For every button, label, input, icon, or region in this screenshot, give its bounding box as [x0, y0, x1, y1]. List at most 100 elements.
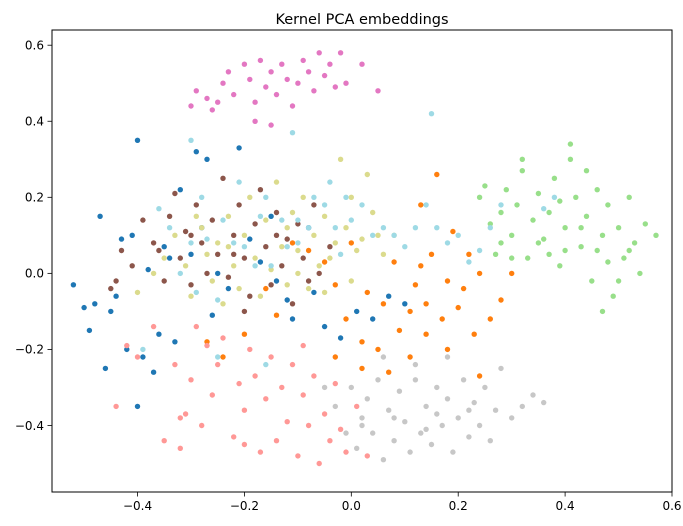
data-point	[599, 232, 606, 238]
data-point	[530, 392, 536, 398]
data-point	[199, 240, 205, 246]
data-point	[241, 331, 248, 337]
data-point	[177, 445, 183, 451]
data-point	[268, 354, 274, 360]
data-point	[327, 255, 333, 261]
data-point	[642, 221, 648, 227]
data-point	[594, 187, 600, 193]
data-point	[476, 422, 483, 429]
data-point	[279, 244, 285, 250]
data-point	[108, 308, 114, 315]
data-point	[113, 293, 119, 299]
data-point	[305, 247, 312, 254]
data-point	[509, 415, 515, 421]
data-point	[231, 232, 237, 238]
data-point	[418, 202, 424, 208]
data-point	[332, 354, 338, 360]
data-point	[359, 365, 365, 372]
data-point	[434, 171, 440, 178]
data-point	[247, 293, 253, 299]
data-point	[305, 285, 312, 292]
data-point	[375, 88, 381, 94]
data-point	[225, 244, 232, 250]
data-point	[268, 69, 274, 75]
data-point	[263, 244, 269, 250]
data-point	[594, 247, 600, 254]
data-point	[284, 419, 290, 425]
data-point	[364, 396, 370, 402]
data-point	[450, 228, 456, 235]
data-point	[332, 282, 338, 288]
data-point	[263, 194, 269, 200]
data-point	[492, 407, 499, 413]
data-point	[300, 342, 306, 349]
y-tick-label: 0.0	[25, 267, 44, 281]
data-point	[268, 122, 274, 128]
data-point	[273, 179, 280, 185]
data-point	[284, 225, 290, 231]
data-point	[444, 240, 451, 246]
data-point	[359, 422, 365, 429]
data-point	[396, 327, 403, 334]
data-point	[621, 255, 627, 261]
data-point	[482, 384, 488, 391]
data-point	[316, 460, 322, 467]
data-point	[268, 263, 274, 269]
data-point	[268, 282, 274, 288]
data-point	[295, 270, 301, 277]
data-point	[177, 255, 183, 261]
data-point	[541, 236, 547, 242]
data-point	[327, 438, 333, 444]
data-point	[204, 339, 210, 345]
data-point	[311, 289, 317, 296]
data-point	[305, 69, 312, 75]
data-point	[348, 240, 354, 246]
data-point	[231, 263, 237, 269]
data-point	[418, 263, 424, 269]
data-point	[279, 217, 285, 223]
data-point	[321, 259, 328, 265]
data-point	[386, 407, 392, 413]
data-point	[546, 251, 552, 257]
data-point	[279, 263, 285, 269]
chart-title: Kernel PCA embeddings	[275, 12, 448, 28]
data-point	[321, 202, 328, 208]
data-point	[204, 342, 210, 349]
data-point	[289, 103, 296, 109]
data-point	[407, 354, 413, 360]
data-point	[289, 361, 296, 368]
data-point	[535, 240, 542, 246]
data-point	[380, 354, 387, 360]
data-point	[273, 278, 280, 284]
data-point	[295, 80, 301, 86]
data-point	[439, 422, 445, 429]
data-point	[444, 354, 451, 360]
data-point	[295, 240, 301, 246]
data-point	[370, 209, 376, 216]
data-point	[257, 213, 264, 219]
data-point	[455, 415, 461, 421]
data-point	[605, 202, 611, 208]
data-point	[295, 221, 301, 227]
data-point	[444, 396, 451, 402]
data-point	[311, 88, 317, 94]
data-point	[268, 213, 274, 219]
data-point	[182, 263, 189, 269]
data-point	[514, 202, 520, 208]
data-point	[631, 240, 638, 246]
data-point	[343, 449, 349, 455]
data-point	[124, 346, 130, 353]
data-point	[172, 190, 178, 197]
data-point	[161, 244, 167, 250]
data-point	[134, 289, 141, 296]
data-point	[188, 103, 194, 109]
data-point	[380, 301, 387, 307]
data-point	[482, 183, 488, 189]
series-7	[113, 323, 370, 467]
data-point	[487, 438, 493, 444]
data-point	[134, 137, 141, 143]
data-point	[498, 240, 504, 246]
data-point	[193, 149, 199, 155]
data-point	[220, 301, 226, 307]
x-tick-label: 0.2	[449, 499, 468, 513]
